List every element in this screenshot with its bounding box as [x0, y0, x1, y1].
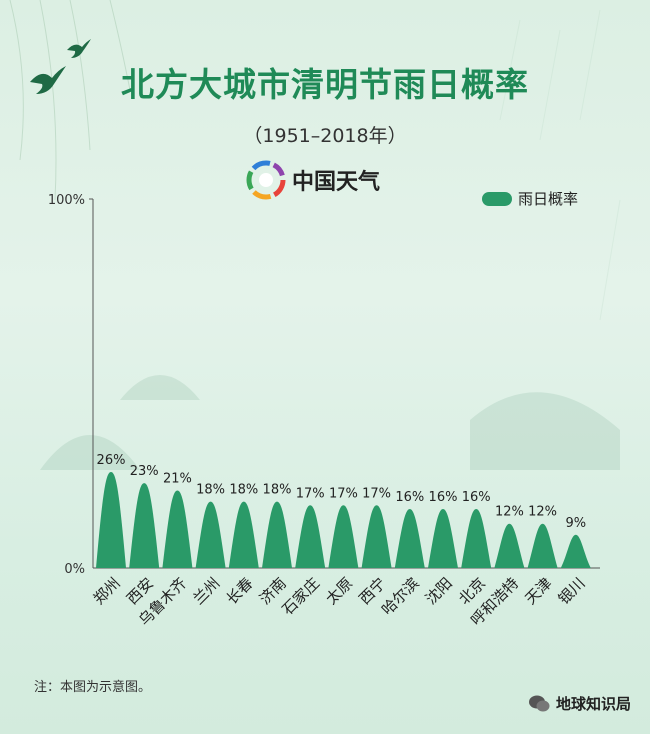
data-label: 12% — [528, 505, 557, 520]
bar — [162, 490, 193, 568]
bar — [295, 505, 326, 568]
bar — [461, 508, 492, 568]
data-label: 9% — [565, 516, 586, 531]
bar — [361, 505, 392, 568]
brand-name: 中国天气 — [292, 170, 381, 195]
data-label: 26% — [97, 453, 126, 468]
bar — [560, 534, 591, 568]
data-label: 16% — [462, 490, 491, 505]
data-label: 21% — [163, 472, 192, 487]
chart-subtitle: （1951–2018年） — [243, 125, 407, 147]
swallow-icon — [67, 39, 91, 58]
bar — [195, 501, 226, 568]
x-tick-label: 兰州 — [189, 574, 223, 608]
watermark: 地球知识局 — [528, 693, 631, 714]
bar — [527, 523, 558, 568]
data-label: 16% — [395, 490, 424, 505]
data-label: 18% — [229, 483, 258, 498]
y-tick-label: 0% — [64, 562, 85, 577]
bar — [328, 505, 359, 568]
bar — [494, 523, 525, 568]
bar — [228, 501, 259, 568]
data-label: 17% — [362, 486, 391, 501]
bar — [428, 508, 458, 568]
brand: 中国天气 — [246, 160, 380, 200]
legend: 雨日概率 — [482, 188, 578, 209]
footnote: 注：本图为示意图。 — [34, 680, 152, 695]
data-label: 18% — [196, 483, 225, 498]
swallow-icon — [30, 66, 66, 94]
data-label: 12% — [495, 505, 524, 520]
watermark-text: 地球知识局 — [556, 695, 632, 713]
y-tick-label: 100% — [48, 193, 85, 208]
chart-title: 北方大城市清明节雨日概率 — [121, 65, 529, 104]
bar — [262, 501, 292, 568]
legend-swatch — [482, 191, 512, 206]
bar — [394, 508, 425, 568]
bar — [96, 472, 126, 568]
data-label: 16% — [429, 490, 458, 505]
data-label: 17% — [329, 486, 358, 501]
x-tick-label: 沈阳 — [422, 574, 456, 608]
x-tick-label: 哈尔滨 — [378, 574, 423, 619]
x-tick-label: 郑州 — [90, 574, 124, 608]
x-tick-label: 银川 — [555, 574, 589, 608]
x-tick-label: 天津 — [521, 574, 555, 608]
data-label: 23% — [130, 464, 159, 479]
data-label: 17% — [296, 486, 325, 501]
wechat-icon — [529, 695, 550, 711]
weather-china-logo-icon — [246, 160, 286, 200]
x-tick-label: 长春 — [223, 574, 257, 608]
x-tick-label: 太原 — [322, 574, 356, 608]
legend-label: 雨日概率 — [518, 190, 579, 208]
bar — [129, 483, 160, 568]
data-label: 18% — [263, 483, 292, 498]
x-tick-label: 石家庄 — [278, 574, 323, 619]
